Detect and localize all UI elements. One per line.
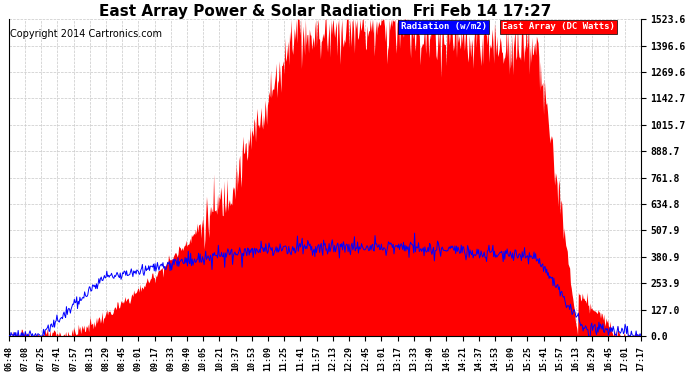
Text: East Array (DC Watts): East Array (DC Watts) bbox=[502, 22, 615, 32]
Text: Radiation (w/m2): Radiation (w/m2) bbox=[401, 22, 486, 32]
Title: East Array Power & Solar Radiation  Fri Feb 14 17:27: East Array Power & Solar Radiation Fri F… bbox=[99, 4, 551, 19]
Text: Copyright 2014 Cartronics.com: Copyright 2014 Cartronics.com bbox=[10, 28, 162, 39]
